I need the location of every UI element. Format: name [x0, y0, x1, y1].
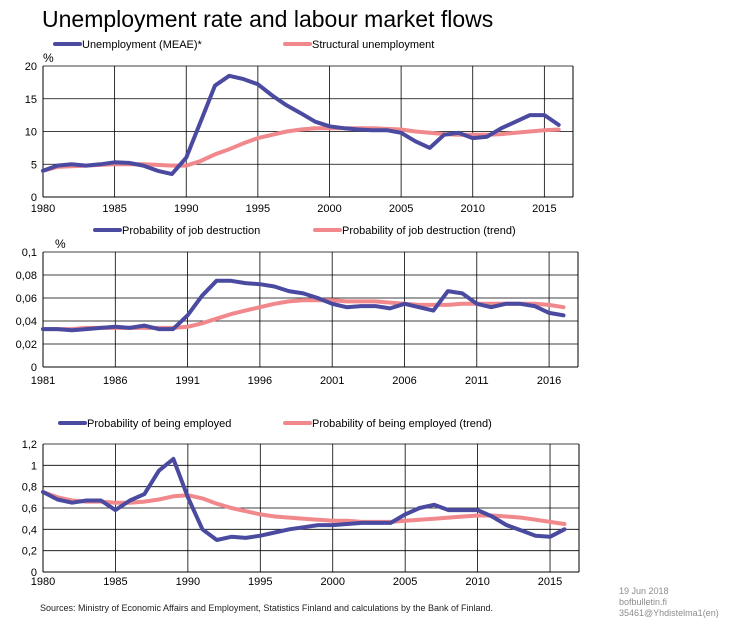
legend-label: Probability of being employed (trend)	[312, 418, 492, 430]
x-tick-label: 1986	[103, 375, 127, 387]
legend-label: Probability of job destruction (trend)	[342, 225, 516, 237]
x-tick-label: 1990	[176, 576, 200, 588]
x-tick-label: 2005	[393, 576, 417, 588]
x-tick-label: 2000	[320, 576, 344, 588]
x-tick-label: 2010	[460, 203, 484, 215]
y-tick-label: 0,1	[22, 247, 37, 259]
y-tick-label: 10	[25, 127, 37, 139]
y-tick-label: 0,8	[22, 482, 37, 494]
y-tick-label: 0,04	[16, 316, 37, 328]
series-line	[41, 73, 561, 177]
x-tick-label: 2005	[389, 203, 413, 215]
legend-label: Structural unemployment	[312, 39, 434, 51]
y-tick-label: 0,08	[16, 270, 37, 282]
x-tick-label: 1995	[246, 203, 270, 215]
y-tick-label: 0	[31, 362, 37, 374]
y-tick-label: 0,6	[22, 503, 37, 515]
x-tick-label: 2010	[465, 576, 489, 588]
x-tick-label: 1990	[174, 203, 198, 215]
x-tick-label: 2001	[320, 375, 344, 387]
x-tick-label: 2015	[532, 203, 556, 215]
series-line	[41, 456, 567, 542]
publication-date: 19 Jun 2018	[619, 586, 669, 596]
x-tick-label: 2016	[537, 375, 561, 387]
y-tick-label: 0,02	[16, 339, 37, 351]
legend-label: Probability of being employed	[87, 418, 231, 430]
y-tick-label: 15	[25, 94, 37, 106]
legend-label: Unemployment (MEAE)*	[82, 39, 203, 51]
x-tick-label: 1985	[103, 576, 127, 588]
chart-code: 35461@Yhdistelma1(en)	[619, 608, 719, 618]
y-tick-label: 1,2	[22, 439, 37, 451]
y-tick-label: 0,2	[22, 546, 37, 558]
x-tick-label: 1991	[175, 375, 199, 387]
x-tick-label: 2006	[392, 375, 416, 387]
y-axis-unit: %	[55, 237, 66, 251]
y-tick-label: 0	[31, 192, 37, 204]
x-tick-label: 1985	[102, 203, 126, 215]
x-tick-label: 2000	[317, 203, 341, 215]
sources-note: Sources: Ministry of Economic Affairs an…	[40, 603, 494, 613]
y-tick-label: 5	[31, 159, 37, 171]
series-line	[41, 278, 566, 333]
x-tick-label: 1996	[248, 375, 272, 387]
y-tick-label: 0,4	[22, 524, 37, 536]
x-tick-label: 1981	[31, 375, 55, 387]
site-link[interactable]: bofbulletin.fi	[619, 597, 668, 607]
y-tick-label: 1	[31, 460, 37, 472]
page-title: Unemployment rate and labour market flow…	[42, 6, 494, 32]
y-tick-label: 0,06	[16, 293, 37, 305]
x-tick-label: 1980	[31, 576, 55, 588]
x-tick-label: 2011	[465, 375, 489, 387]
y-tick-label: 20	[25, 61, 37, 73]
x-tick-label: 2015	[538, 576, 562, 588]
legend-label: Probability of job destruction	[122, 225, 260, 237]
x-tick-label: 1980	[31, 203, 55, 215]
y-tick-label: 0	[31, 567, 37, 579]
y-axis-unit: %	[43, 51, 54, 65]
x-tick-label: 1995	[248, 576, 272, 588]
